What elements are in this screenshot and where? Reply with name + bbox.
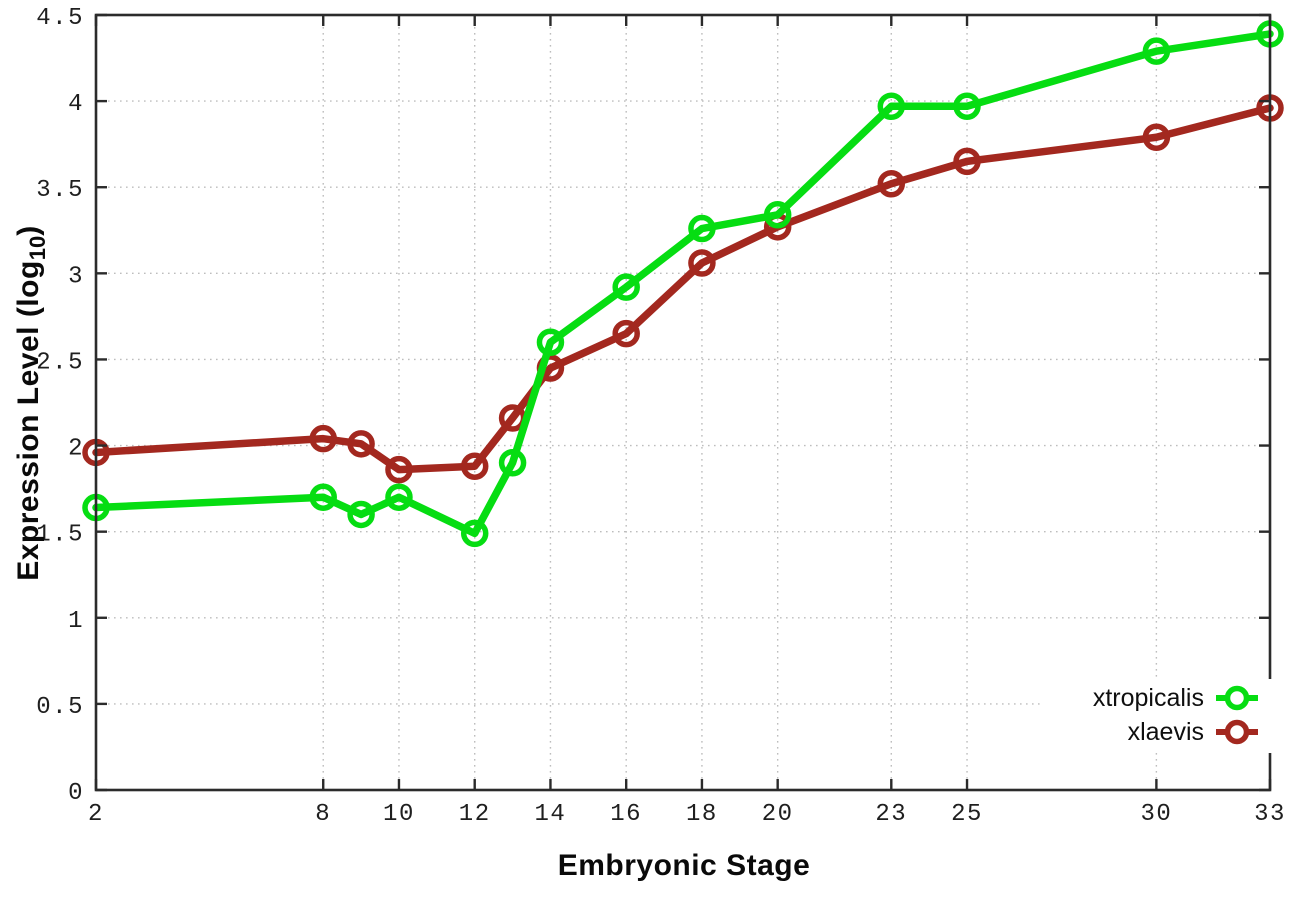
y-tick-label: 2.5	[36, 349, 84, 376]
x-tick-label: 8	[315, 801, 331, 828]
gridlines	[96, 15, 1270, 790]
x-tick-label: 2	[88, 801, 104, 828]
line-point-marker-icon	[1216, 685, 1258, 711]
x-tick-label: 25	[951, 801, 983, 828]
x-tick-label: 16	[610, 801, 642, 828]
plot-border	[94, 13, 1272, 792]
data-point-marker	[498, 449, 527, 477]
data-point-marker	[877, 170, 906, 198]
y-tick-label: 2	[68, 436, 84, 463]
tick-marks	[94, 13, 1272, 792]
y-tick-label: 0.5	[36, 694, 84, 721]
x-axis-title: Embryonic Stage	[557, 849, 811, 882]
data-point-marker	[385, 455, 413, 484]
tick-labels: 2 8 10 12 14 16 18 20 23 25 30 33 0 0.5 1 1.5 2 2.5 3 3.5 4 4…	[36, 5, 1286, 828]
data-point-marker	[688, 249, 716, 277]
legend-item-xlaevis: xlaevis	[1128, 715, 1272, 749]
series-line	[92, 104, 1274, 474]
data-point-marker	[347, 430, 375, 458]
x-tick-label: 33	[1254, 801, 1286, 828]
legend-label: xlaevis	[1127, 717, 1204, 746]
x-tick-label: 18	[686, 801, 718, 828]
x-tick-label: 12	[459, 801, 491, 828]
x-tick-label: 23	[875, 801, 907, 828]
data-point-marker	[763, 201, 792, 229]
y-tick-label: 3	[68, 263, 84, 290]
data-point-marker	[347, 500, 375, 529]
x-tick-label: 10	[383, 801, 415, 828]
data-point-marker	[536, 328, 565, 356]
legend: xtropicalis xlaevis	[1040, 679, 1272, 753]
data-point-marker	[460, 452, 489, 480]
legend-label: xtropicalis	[1092, 683, 1204, 712]
data-point-marker	[612, 319, 640, 348]
line-point-marker-icon	[1216, 719, 1258, 745]
data-point-marker	[612, 273, 640, 301]
data-point-marker	[385, 483, 413, 511]
series-xlaevis	[82, 94, 1284, 484]
y-axis-title: Expression Level (log10)	[12, 13, 52, 793]
y-tick-label: 0	[68, 780, 84, 807]
y-tick-label: 1.5	[36, 522, 84, 549]
y-tick-label: 4	[68, 91, 84, 118]
y-axis-title-subscript: 10	[25, 235, 50, 261]
data-point-marker	[309, 424, 337, 453]
x-tick-label: 20	[762, 801, 794, 828]
legend-item-xtropicalis: xtropicalis	[1093, 681, 1272, 715]
data-point-marker	[309, 483, 337, 511]
data-point-marker	[1142, 37, 1171, 65]
y-tick-label: 1	[68, 608, 84, 635]
data-point-marker	[877, 92, 906, 121]
y-axis-title-suffix: )	[12, 225, 45, 236]
data-point-marker	[953, 92, 981, 121]
y-tick-label: 4.5	[36, 5, 84, 32]
data-point-marker	[688, 214, 716, 243]
x-tick-label: 30	[1140, 801, 1172, 828]
data-point-marker	[953, 147, 981, 176]
y-axis-title-text: Expression Level (log	[12, 260, 45, 581]
data-point-marker	[460, 519, 489, 548]
data-point-marker	[1142, 123, 1171, 152]
x-tick-label: 14	[535, 801, 567, 828]
y-tick-label: 3.5	[36, 177, 84, 204]
